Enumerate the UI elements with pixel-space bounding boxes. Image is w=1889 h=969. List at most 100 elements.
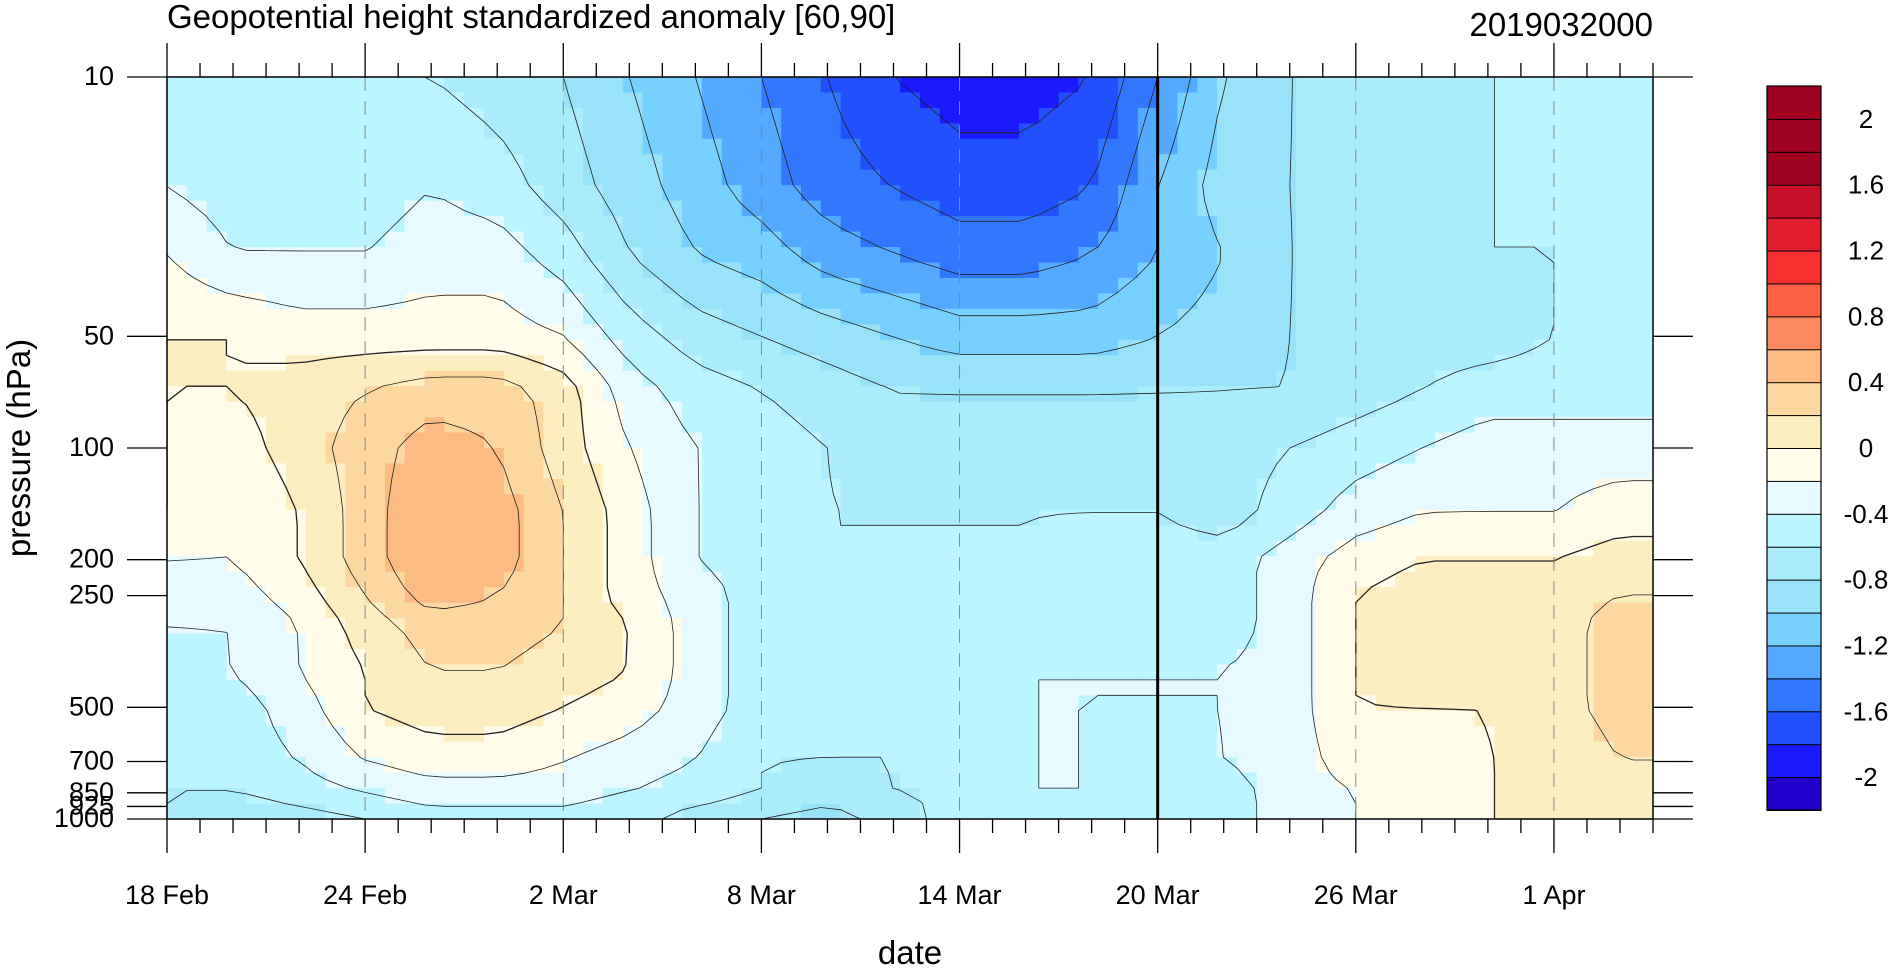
contour-cell xyxy=(1098,200,1119,217)
contour-cell xyxy=(1256,417,1278,434)
contour-cell xyxy=(761,741,783,758)
contour-cell xyxy=(820,386,842,403)
contour-cell xyxy=(1078,664,1100,681)
contour-cell xyxy=(1514,463,1535,480)
contour-cell xyxy=(939,602,961,619)
contour-cell xyxy=(781,618,802,635)
contour-cell xyxy=(167,216,188,233)
contour-cell xyxy=(226,679,248,697)
chart-title: Geopotential height standardized anomaly… xyxy=(167,0,895,35)
contour-cell xyxy=(384,648,406,666)
contour-cell xyxy=(1335,525,1357,542)
contour-cell xyxy=(721,77,743,94)
contour-line xyxy=(167,186,1653,819)
contour-cell xyxy=(741,138,763,156)
contour-cell xyxy=(1118,216,1139,233)
contour-cell xyxy=(384,417,406,434)
contour-cell xyxy=(1058,710,1080,728)
contour-cell xyxy=(206,710,228,728)
contour-cell xyxy=(1553,277,1575,295)
contour-cell xyxy=(1613,695,1634,712)
contour-cell xyxy=(424,324,446,341)
contour-cell xyxy=(602,648,624,666)
contour-cell xyxy=(285,695,307,712)
contour-cell xyxy=(305,247,327,264)
contour-cell xyxy=(701,772,723,789)
contour-cell xyxy=(246,339,267,357)
contour-cell xyxy=(1454,107,1476,125)
contour-cell xyxy=(1058,324,1080,341)
contour-cell xyxy=(959,633,981,650)
contour-cell xyxy=(761,138,783,156)
contour-line xyxy=(895,77,1086,134)
contour-cell xyxy=(1018,169,1040,187)
contour-cell xyxy=(1395,556,1417,573)
contour-cell xyxy=(1335,293,1357,310)
contour-cell xyxy=(1118,262,1139,279)
contour-cell xyxy=(662,355,683,372)
contour-cell xyxy=(1514,556,1535,573)
contour-cell xyxy=(939,169,961,187)
contour-cell xyxy=(424,741,446,758)
contour-cell xyxy=(1514,123,1535,140)
contour-cell xyxy=(1534,587,1555,604)
contour-cell xyxy=(424,448,446,465)
contour-cell xyxy=(285,618,307,635)
contour-cell xyxy=(919,710,941,728)
contour-cell xyxy=(721,293,743,310)
contour-cell xyxy=(1236,200,1258,217)
contour-cell xyxy=(1177,92,1199,109)
contour-cell xyxy=(365,77,386,94)
contour-cell xyxy=(325,757,347,774)
contour-cell xyxy=(1415,107,1436,125)
contour-cell xyxy=(365,123,386,140)
contour-cell xyxy=(662,169,683,187)
contour-cell xyxy=(464,463,485,480)
contour-cell xyxy=(1435,587,1456,604)
contour-cell xyxy=(1435,463,1456,480)
contour-cell xyxy=(206,308,228,326)
contour-cell xyxy=(1098,77,1119,94)
contour-cell xyxy=(1454,324,1476,341)
contour-cell xyxy=(1276,339,1298,357)
contour-cell xyxy=(622,587,644,604)
contour-cell xyxy=(682,107,703,125)
contour-cell xyxy=(1553,710,1575,728)
contour-cell xyxy=(1078,478,1100,496)
contour-cell xyxy=(860,262,882,279)
contour-cell xyxy=(1098,293,1119,310)
contour-cell xyxy=(1474,525,1496,542)
contour-cell xyxy=(1316,494,1337,511)
contour-cell xyxy=(1078,741,1100,758)
contour-cell xyxy=(464,587,485,604)
contour-cell xyxy=(1177,339,1199,357)
contour-cell xyxy=(345,293,366,310)
y-axis-label: pressure (hPa) xyxy=(0,339,37,557)
contour-cell xyxy=(1038,664,1060,681)
contour-cell xyxy=(1454,726,1476,743)
contour-cell xyxy=(1157,77,1179,94)
contour-cell xyxy=(622,293,644,310)
contour-cell xyxy=(622,92,644,109)
contour-cell xyxy=(1098,618,1119,635)
contour-cell xyxy=(1494,463,1516,480)
contour-cell xyxy=(563,679,584,697)
contour-cell xyxy=(1018,618,1040,635)
contour-cell xyxy=(186,386,208,403)
contour-cell xyxy=(285,324,307,341)
contour-cell xyxy=(701,525,723,542)
contour-cell xyxy=(900,185,921,202)
contour-cell xyxy=(781,355,802,372)
contour-cell xyxy=(1118,710,1139,728)
contour-cell xyxy=(1256,571,1278,588)
contour-cell xyxy=(1553,648,1575,666)
contour-cell xyxy=(444,247,465,264)
contour-cell xyxy=(939,525,961,542)
contour-cell xyxy=(999,525,1020,542)
contour-cell xyxy=(900,107,921,125)
contour-cell xyxy=(1553,772,1575,789)
contour-cell xyxy=(484,710,505,728)
contour-cell xyxy=(167,262,188,279)
contour-cell xyxy=(939,370,961,387)
contour-cell xyxy=(1335,679,1357,697)
